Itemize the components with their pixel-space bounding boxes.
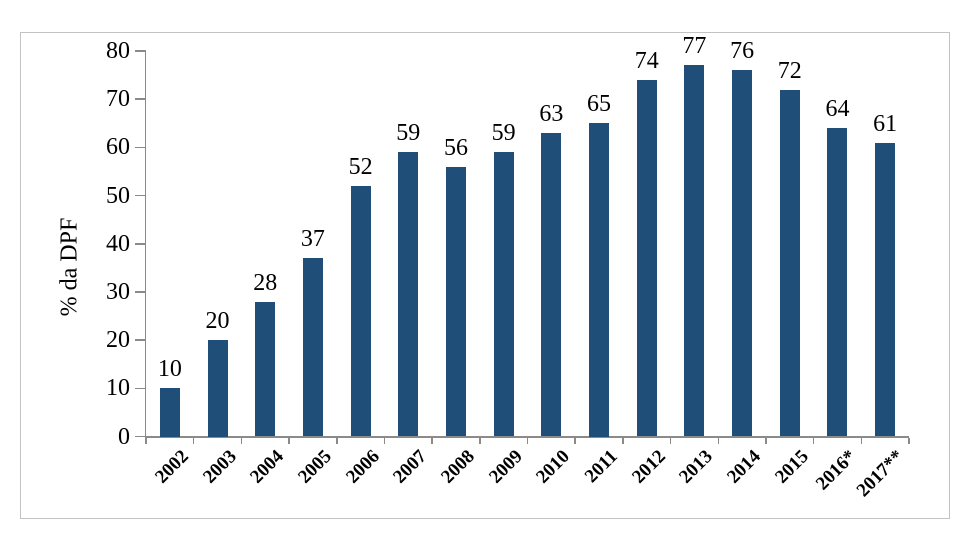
y-tick-label-20: 20: [106, 327, 130, 354]
x-tick-7: [479, 437, 481, 444]
x-tick-label-2002: 2002: [150, 446, 193, 488]
bar-2017**: [875, 142, 896, 437]
x-tick-1: [192, 437, 195, 444]
y-tick-label-0: 0: [118, 423, 130, 450]
bar-value-label-2004: 28: [253, 269, 278, 296]
bar-2006: [350, 185, 371, 437]
y-tick-label-30: 30: [106, 278, 130, 305]
bar-value-label-2007: 59: [396, 120, 421, 147]
bar-2009: [493, 152, 514, 437]
bar-2004: [255, 301, 276, 437]
x-tick-label-2011: 2011: [580, 446, 622, 487]
bar-2002: [159, 388, 180, 437]
y-tick-60: [134, 146, 146, 149]
x-tick-label-2010: 2010: [532, 446, 575, 488]
y-tick-label-60: 60: [106, 134, 130, 161]
x-tick-label-2015: 2015: [770, 446, 813, 488]
x-tick-label-2004: 2004: [246, 446, 289, 488]
x-tick-12: [717, 437, 719, 444]
bar-value-label-2003: 20: [205, 308, 230, 335]
y-tick-80: [134, 50, 146, 52]
y-tick-70: [134, 98, 146, 100]
bar-2003: [207, 340, 228, 437]
bar-value-label-2015: 72: [777, 57, 802, 84]
x-tick-13: [765, 437, 767, 444]
y-tick-label-80: 80: [106, 38, 130, 64]
y-tick-label-10: 10: [106, 375, 130, 402]
bar-2008: [445, 166, 466, 437]
bar-value-label-2014: 76: [730, 38, 755, 65]
x-tick-label-2017**: 2017**: [852, 446, 909, 502]
y-tick-20: [134, 339, 146, 341]
y-tick-0: [134, 435, 146, 438]
bar-value-label-2008: 56: [443, 134, 468, 161]
y-tick-label-50: 50: [106, 182, 130, 209]
x-tick-label-2006: 2006: [341, 446, 384, 488]
x-tick-2: [240, 437, 243, 444]
x-tick-6: [431, 437, 433, 444]
bar-value-label-2010: 63: [539, 100, 564, 127]
x-tick-label-2005: 2005: [294, 446, 336, 488]
x-tick-0: [145, 437, 147, 444]
x-tick-label-2007: 2007: [389, 446, 432, 488]
x-tick-label-2003: 2003: [198, 446, 241, 488]
bar-2014: [732, 70, 753, 437]
x-tick-15: [860, 437, 863, 444]
y-tick-50: [134, 194, 146, 197]
bar-value-label-2017**: 61: [873, 110, 898, 137]
bar-2011: [589, 123, 610, 437]
x-tick-14: [812, 437, 815, 444]
x-tick-11: [669, 437, 672, 444]
y-tick-label-70: 70: [106, 86, 130, 113]
bar-value-label-2005: 37: [300, 226, 325, 253]
x-tick-10: [622, 437, 624, 444]
x-tick-label-2014: 2014: [723, 446, 765, 488]
bar-2013: [684, 65, 705, 437]
bar-2010: [541, 132, 562, 437]
x-tick-label-2009: 2009: [484, 446, 527, 488]
y-tick-label-40: 40: [106, 230, 130, 257]
bar-2012: [636, 79, 657, 437]
x-tick-8: [526, 437, 529, 444]
x-tick-4: [336, 437, 338, 444]
x-tick-label-2008: 2008: [437, 446, 479, 488]
x-axis-line: [144, 435, 909, 438]
bar-2007: [398, 152, 419, 437]
y-tick-10: [134, 387, 146, 390]
x-tick-16: [908, 437, 910, 444]
bar-value-label-2013: 77: [682, 33, 707, 60]
bar-value-label-2011: 65: [587, 91, 612, 118]
bar-value-label-2009: 59: [491, 120, 516, 147]
bar-value-label-2012: 74: [634, 47, 659, 74]
x-tick-3: [288, 437, 290, 444]
bar-value-label-2016*: 64: [825, 96, 850, 123]
bar-2005: [302, 258, 323, 437]
x-tick-label-2013: 2013: [675, 446, 718, 488]
bar-2015: [779, 89, 800, 437]
bar-2016*: [827, 128, 848, 437]
x-tick-label-2012: 2012: [627, 446, 670, 488]
x-tick-5: [383, 437, 386, 444]
bar-value-label-2006: 52: [348, 153, 373, 180]
bar-value-label-2002: 10: [157, 356, 182, 383]
y-tick-40: [134, 243, 146, 245]
y-tick-30: [134, 291, 146, 293]
x-tick-9: [574, 437, 576, 444]
